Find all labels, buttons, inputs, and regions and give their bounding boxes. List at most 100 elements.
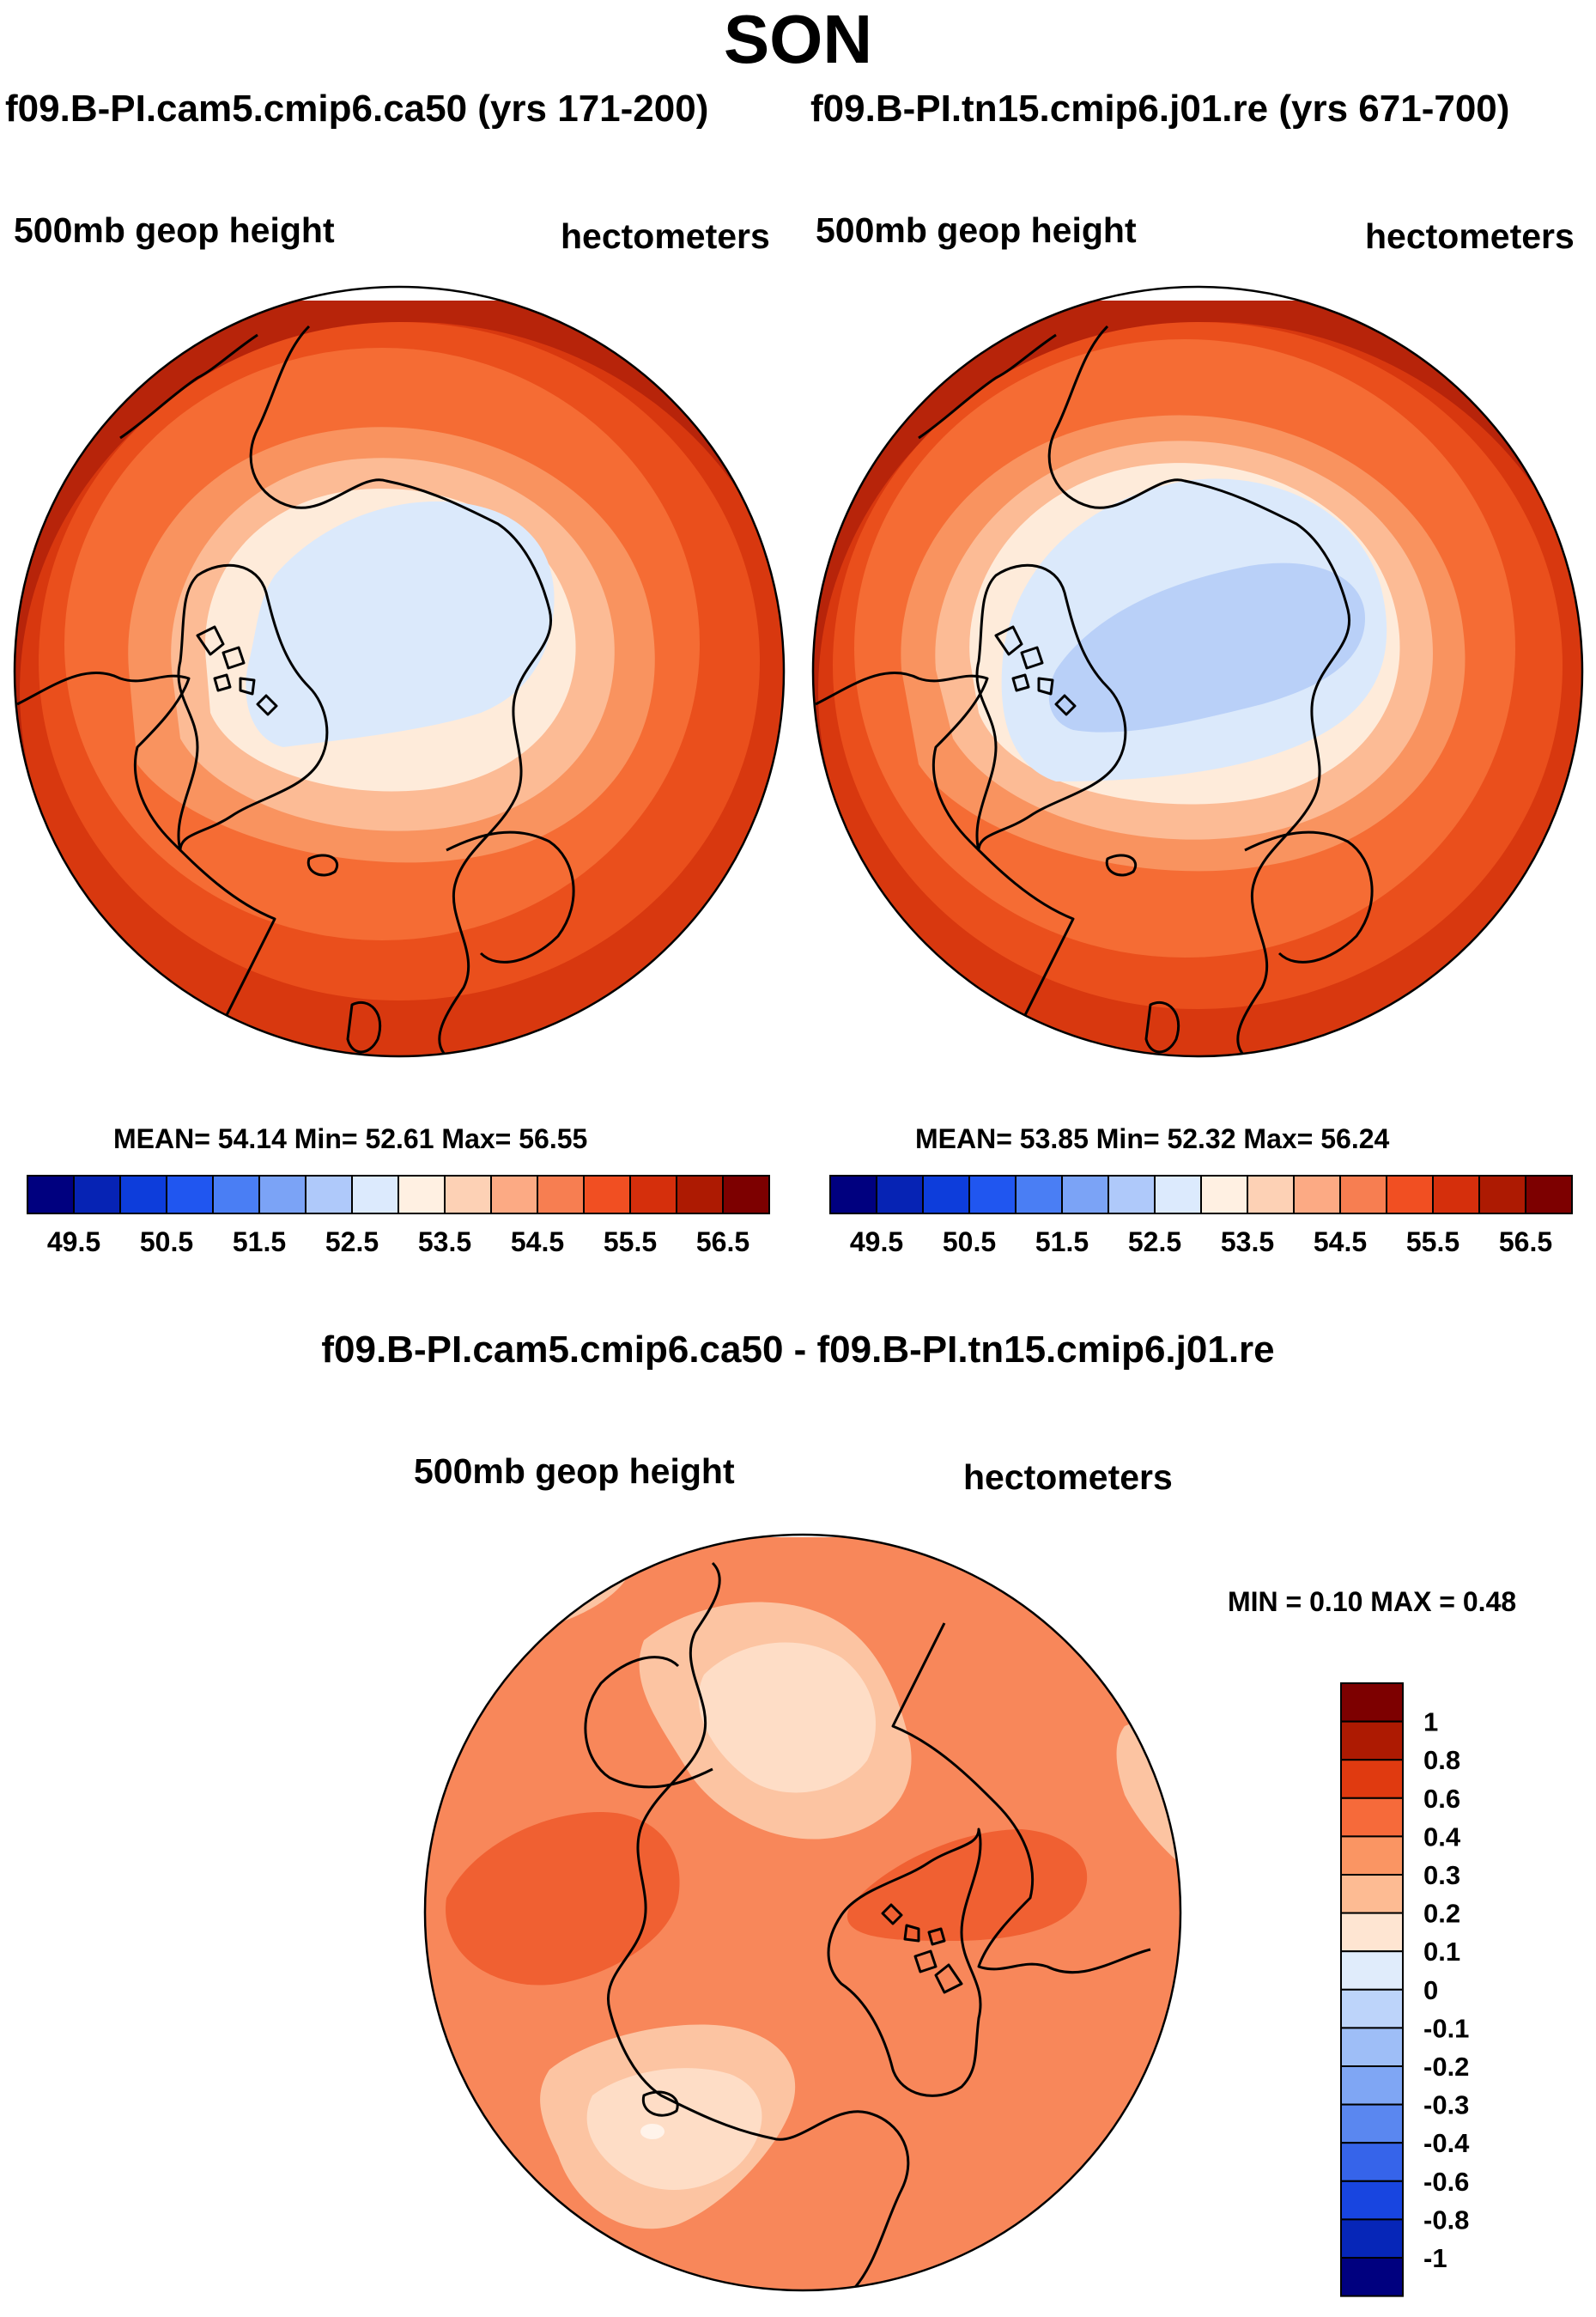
colorbar-swatch — [212, 1175, 260, 1214]
coast-british-isles — [1144, 1000, 1180, 1054]
colorbar-tick-label: 56.5 — [696, 1226, 749, 1257]
coast-greenland — [975, 563, 1127, 852]
colorbar-tick-label: 51.5 — [233, 1226, 286, 1257]
colorbar-tick-label: 0.8 — [1423, 1745, 1460, 1775]
colorbar-tick-label: 50.5 — [943, 1226, 996, 1257]
colorbar-tick-label: 55.5 — [604, 1226, 657, 1257]
colorbar-swatch — [1386, 1175, 1434, 1214]
colorbar-swatch — [1340, 1988, 1404, 2029]
coast-n-america — [891, 1622, 1151, 1974]
colorbar-tick-label: -0.2 — [1423, 2052, 1469, 2082]
colorbar-swatch — [829, 1175, 877, 1214]
diff-map — [423, 1533, 1182, 2292]
colorbar-swatch — [1340, 1759, 1404, 1799]
diff-dark-canada — [446, 1812, 680, 1986]
colorbar-swatch — [1525, 1175, 1573, 1214]
colorbar-left: 49.5 50.5 51.5 52.5 53.5 54.5 55.5 56.5 — [27, 1175, 770, 1257]
colorbar-swatch — [27, 1175, 75, 1214]
coast-eurasia — [606, 1561, 910, 2290]
colorbar-swatch — [1339, 1175, 1387, 1214]
diff-light-east — [1116, 1721, 1180, 1881]
colorbar-swatch — [397, 1175, 446, 1214]
colorbar-tick-label: 56.5 — [1499, 1226, 1552, 1257]
right-field-label: 500mb geop height — [816, 210, 1137, 250]
colorbar-swatch — [1340, 2027, 1404, 2067]
colorbar-swatch — [629, 1175, 677, 1214]
right-stats: MEAN= 53.85 Min= 52.32 Max= 56.24 — [915, 1123, 1390, 1154]
right-units-label: hectometers — [1365, 216, 1575, 256]
colorbar-swatch — [1200, 1175, 1248, 1214]
coast-archipelago — [881, 1903, 963, 1994]
colorbar-swatch — [1340, 1720, 1404, 1761]
colorbar-tick-label: 53.5 — [1221, 1226, 1274, 1257]
colorbar-tick-label: 0.4 — [1423, 1821, 1461, 1852]
colorbar-diff: 1 0.8 0.6 0.4 0.3 0.2 0.1 0 -0.1 -0.2 -0.3 -0.4 -0.6… — [1340, 1682, 1470, 2297]
colorbar-swatch — [1340, 1835, 1404, 1876]
colorbar-swatch — [583, 1175, 631, 1214]
colorbar-tick-label: 54.5 — [1314, 1226, 1367, 1257]
colorbar-swatch — [1293, 1175, 1341, 1214]
colorbar-swatch — [1478, 1175, 1526, 1214]
colorbar-swatch — [1340, 2142, 1404, 2182]
colorbar-tick-label: 0.2 — [1423, 1899, 1460, 1929]
colorbar-swatch — [1340, 2218, 1404, 2259]
colorbar-swatch — [1340, 2257, 1404, 2297]
colorbar-swatch — [1107, 1175, 1156, 1214]
colorbar-swatch — [166, 1175, 214, 1214]
coast-canada — [16, 671, 276, 1023]
colorbar-tick-label: 50.5 — [140, 1226, 193, 1257]
coast-greenland — [827, 1827, 982, 2097]
left-map — [13, 285, 786, 1058]
colorbar-tick-label: 55.5 — [1406, 1226, 1459, 1257]
coast-eurasia — [249, 325, 553, 1056]
coast-british-isles — [552, 2246, 588, 2290]
colorbar-swatch — [922, 1175, 970, 1214]
colorbar-swatch — [1154, 1175, 1202, 1214]
coast-greenland — [177, 563, 329, 852]
colorbar-swatch — [1247, 1175, 1295, 1214]
colorbar-swatch — [73, 1175, 121, 1214]
colorbar-swatch — [1432, 1175, 1480, 1214]
colorbar-tick-label: 49.5 — [850, 1226, 903, 1257]
colorbar-tick-label: -0.6 — [1423, 2167, 1469, 2197]
colorbar-swatch — [351, 1175, 399, 1214]
colorbar-swatch — [305, 1175, 353, 1214]
diff-stats: MIN = 0.10 MAX = 0.48 — [1228, 1586, 1517, 1617]
colorbar-tick-label: 0.6 — [1423, 1784, 1460, 1814]
diff-units-label: hectometers — [963, 1457, 1173, 1497]
coast-iceland — [641, 2090, 679, 2117]
colorbar-swatch — [676, 1175, 724, 1214]
colorbar-swatch — [1340, 1950, 1404, 1991]
colorbar-swatch — [1340, 2103, 1404, 2144]
colorbar-right: 49.5 50.5 51.5 52.5 53.5 54.5 55.5 56.5 — [829, 1175, 1573, 1257]
colorbar-swatch — [1340, 2180, 1404, 2221]
coast-scandinavia — [446, 830, 575, 964]
colorbar-swatch — [968, 1175, 1016, 1214]
diff-lighter-top — [698, 1642, 876, 1793]
colorbar-tick-label: 49.5 — [47, 1226, 100, 1257]
colorbar-tick-label: 0.3 — [1423, 1860, 1460, 1890]
left-field-label: 500mb geop height — [14, 210, 335, 250]
colorbar-swatch — [119, 1175, 167, 1214]
ring-lowest — [1048, 563, 1365, 733]
colorbar-tick-label: -1 — [1423, 2243, 1447, 2273]
colorbar-swatch — [490, 1175, 538, 1214]
colorbar-swatch — [1340, 1682, 1404, 1723]
colorbar-tick-label: -0.1 — [1423, 2013, 1469, 2043]
coast-canada — [815, 671, 1075, 1023]
colorbar-tick-label: 52.5 — [325, 1226, 379, 1257]
diff-field-label: 500mb geop height — [414, 1451, 735, 1491]
colorbar-tick-label: 54.5 — [511, 1226, 564, 1257]
diff-title: f09.B-PI.cam5.cmip6.ca50 - f09.B-PI.tn15… — [321, 1329, 1275, 1371]
colorbar-tick-label: 51.5 — [1035, 1226, 1089, 1257]
diff-dark-siberia — [847, 1829, 1088, 1941]
colorbar-tick-label: 0.1 — [1423, 1937, 1460, 1967]
coast-archipelago — [994, 625, 1077, 716]
coast-scandinavia — [584, 1656, 713, 1789]
left-units-label: hectometers — [561, 216, 770, 256]
coast-scandinavia — [1244, 830, 1374, 964]
colorbar-tick-label: 0 — [1423, 1975, 1438, 2005]
colorbar-swatch — [722, 1175, 770, 1214]
case2-title: f09.B-PI.tn15.cmip6.j01.re (yrs 671-700) — [810, 88, 1510, 130]
coast-archipelago — [196, 625, 278, 716]
